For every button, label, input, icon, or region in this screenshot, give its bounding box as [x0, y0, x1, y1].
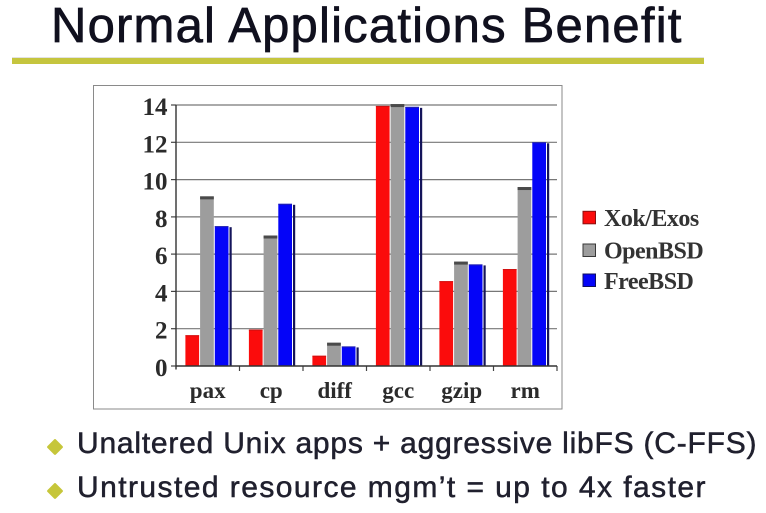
- svg-text:pax: pax: [190, 378, 226, 403]
- svg-text:FreeBSD: FreeBSD: [604, 269, 694, 295]
- svg-text:8: 8: [155, 206, 168, 233]
- svg-text:14: 14: [143, 94, 169, 121]
- svg-text:10: 10: [143, 169, 168, 196]
- svg-text:4: 4: [155, 280, 168, 307]
- svg-text:6: 6: [155, 243, 168, 270]
- svg-text:diff: diff: [317, 378, 352, 403]
- svg-text:12: 12: [143, 131, 168, 158]
- svg-text:0: 0: [155, 355, 168, 382]
- svg-text:gzip: gzip: [441, 378, 482, 403]
- svg-text:Xok/Exos: Xok/Exos: [604, 206, 699, 232]
- svg-text:OpenBSD: OpenBSD: [604, 239, 703, 265]
- svg-text:rm: rm: [511, 378, 540, 403]
- svg-text:gcc: gcc: [382, 378, 414, 403]
- svg-text:2: 2: [155, 318, 168, 345]
- svg-text:cp: cp: [260, 378, 283, 403]
